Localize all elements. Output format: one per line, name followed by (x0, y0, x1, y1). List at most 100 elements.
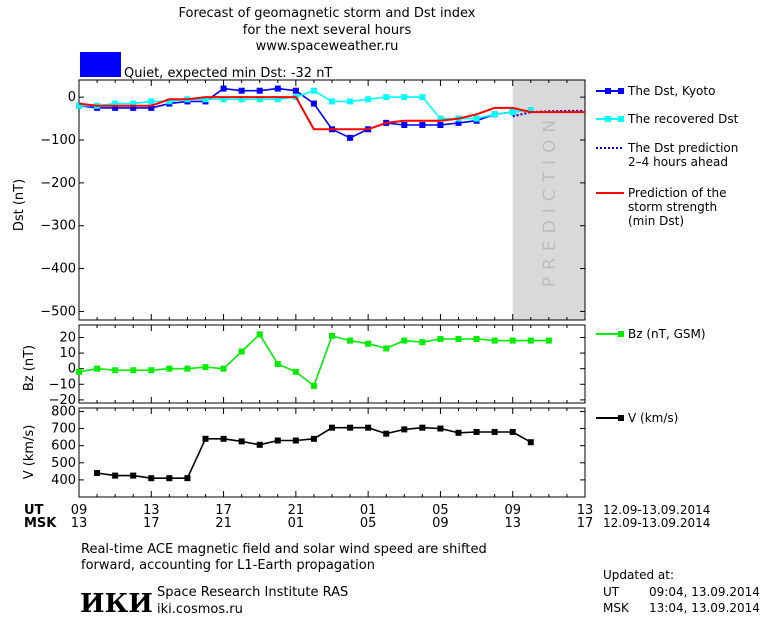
ut-tick-label: 09 (504, 503, 521, 518)
dst-series-1-point (329, 98, 335, 105)
legend-storm-strength-line2: storm strength (628, 200, 717, 214)
updated-msk-value: 13:04, 13.09.2014 (649, 601, 760, 615)
speed-series-0-point (347, 424, 354, 431)
speed-series-0-point (455, 429, 462, 436)
speed-series-0-point (220, 435, 227, 442)
bz-series-0-point (256, 331, 263, 338)
dst-series-1-point (365, 96, 372, 103)
dst-series-1-point (148, 98, 155, 105)
dst-series-0-point (238, 87, 245, 94)
speed-series-0-point (310, 435, 317, 442)
bz-series-0-point (148, 367, 155, 374)
storm-status-indicator (80, 52, 121, 77)
bz-series-0-point (292, 368, 299, 375)
dst-series-1-point (238, 96, 245, 103)
dst-series-1-point (491, 111, 498, 118)
header-title: Forecast of geomagnetic storm and Dst in… (178, 6, 475, 21)
storm-status-text: Quiet, expected min Dst: -32 nT (124, 66, 332, 81)
msk-tick-label: 13 (504, 516, 521, 531)
speed-series-0-point (274, 437, 281, 444)
dst-series-1-point (112, 100, 119, 107)
bz-series-0-point (527, 337, 534, 344)
bz-series-0-point (473, 336, 480, 343)
speed-series-0-point (94, 470, 101, 477)
dst-panel: PREDICTION 0 −100 −200 −300 −400 −500 (40, 79, 586, 321)
dst-ytick-label: 0 (68, 90, 76, 105)
bz-series-0-point (419, 339, 426, 346)
dst-ytick-label: −300 (40, 219, 76, 234)
speed-series-0-point (256, 441, 263, 448)
institute-name: Space Research Institute RAS (157, 585, 348, 600)
prediction-label: PREDICTION (540, 113, 560, 287)
legend-bz-label: Bz (nT, GSM) (628, 327, 706, 341)
msk-date-range: 12.09-13.09.2014 (603, 516, 710, 530)
speed-frame (78, 407, 586, 498)
dst-series-0-point (455, 119, 462, 126)
dst-series-0-point (310, 100, 317, 107)
legend-dst-prediction-line2: 2–4 hours ahead (628, 155, 728, 169)
dst-series-0-point (292, 87, 299, 94)
bz-series-0-point (365, 340, 372, 347)
ut-tick-label: 13 (577, 503, 594, 518)
bz-series-0-point (274, 361, 281, 367)
dst-series-0-point (220, 85, 227, 92)
dst-series-1-point (473, 115, 480, 122)
dst-series-0-point (347, 134, 354, 141)
dst-series-1-point (347, 98, 354, 105)
bz-ytick-label: −10 (49, 377, 76, 392)
updated-ut-label: UT (603, 585, 620, 599)
speed-series-0-point (473, 428, 480, 435)
legend-dst-kyoto: The Dst, Kyoto (596, 84, 715, 98)
bz-series-0-point (383, 345, 390, 352)
speed-series-0-point (365, 424, 372, 431)
bz-series-0-point (184, 365, 191, 372)
bz-ytick-label: 20 (59, 330, 76, 345)
bz-ytick-label: 10 (59, 346, 76, 361)
msk-tick-label: 17 (143, 516, 160, 531)
bz-series-0-point (202, 364, 209, 371)
speed-series-0-point (437, 425, 444, 432)
dst-ytick-label: −400 (40, 262, 76, 277)
legend-storm-strength-line3: (min Dst) (628, 214, 684, 228)
msk-tick-label: 13 (71, 516, 88, 531)
speed-series-0-point (491, 428, 498, 435)
updated-msk-label: MSK (603, 601, 630, 615)
speed-series-0-point (112, 472, 119, 479)
dst-series-1-point (202, 96, 209, 103)
speed-series-0-point (527, 439, 534, 446)
bz-series-0-point (310, 382, 317, 389)
dst-series-3-line (78, 96, 585, 131)
dst-series-0-point (437, 122, 444, 128)
institute-website: iki.cosmos.ru (157, 602, 243, 617)
dst-frame (78, 79, 586, 321)
updated-ut-value: 09:04, 13.09.2014 (649, 585, 760, 599)
dst-series-1-point (527, 107, 534, 113)
bz-ytick-label: −20 (49, 393, 76, 408)
bz-series-0-point (94, 365, 101, 372)
dst-series-1-point (76, 102, 82, 109)
legend-speed-label: V (km/s) (628, 411, 678, 425)
speed-ytick-label: 700 (51, 422, 76, 437)
dst-series-0-point (401, 122, 408, 128)
dst-series-1-point (310, 87, 317, 94)
speed-panel: 800 700 600 500 400 (51, 404, 586, 498)
dst-axis-label: Dst (nT) (12, 179, 27, 231)
speed-series-0-point (130, 472, 137, 479)
dst-series-1-point (437, 115, 444, 122)
bz-series-0-point (509, 337, 516, 344)
dst-series-1-point (130, 100, 137, 107)
bz-series-0-point (76, 368, 82, 375)
prediction-window (512, 80, 585, 320)
dst-series-1-point (166, 98, 173, 105)
dst-series-0-point (419, 122, 426, 128)
header-website: www.spaceweather.ru (256, 39, 399, 54)
footer-note-line1: Real-time ACE magnetic field and solar w… (81, 542, 487, 557)
msk-tick-label: 01 (288, 516, 305, 531)
ut-tick-label: 13 (143, 503, 160, 518)
bz-series-0-point (220, 365, 227, 372)
bz-series-0-line (78, 333, 549, 388)
speed-series-0-point (202, 435, 209, 442)
ut-tick-label: 17 (215, 503, 232, 518)
speed-ytick-label: 500 (51, 456, 76, 471)
